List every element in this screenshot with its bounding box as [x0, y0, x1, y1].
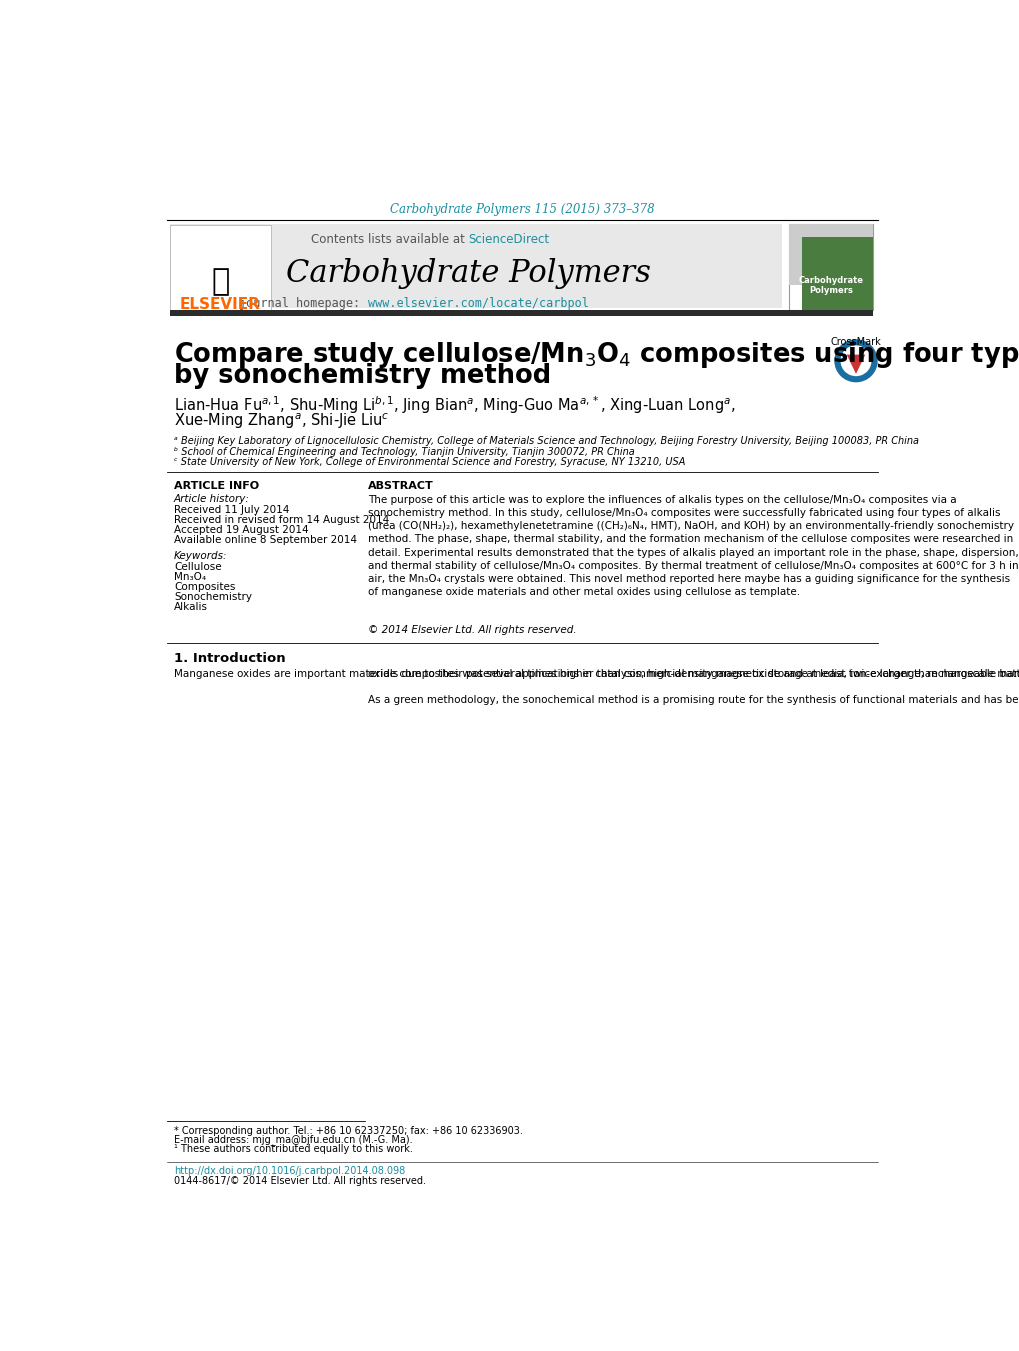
Text: Contents lists available at: Contents lists available at: [311, 232, 468, 246]
Text: ᵇ School of Chemical Engineering and Technology, Tianjin University, Tianjin 300: ᵇ School of Chemical Engineering and Tec…: [174, 447, 634, 457]
Text: ᶜ State University of New York, College of Environmental Science and Forestry, S: ᶜ State University of New York, College …: [174, 458, 685, 467]
Text: Xue-Ming Zhang$^a$, Shi-Jie Liu$^c$: Xue-Ming Zhang$^a$, Shi-Jie Liu$^c$: [174, 412, 389, 431]
Circle shape: [840, 346, 870, 376]
Text: Mn₃O₄: Mn₃O₄: [174, 573, 206, 582]
Text: * Corresponding author. Tel.: +86 10 62337250; fax: +86 10 62336903.: * Corresponding author. Tel.: +86 10 623…: [174, 1125, 523, 1136]
Text: 🌳: 🌳: [211, 267, 229, 296]
Text: ABSTRACT: ABSTRACT: [368, 481, 433, 490]
FancyBboxPatch shape: [170, 224, 782, 308]
Text: ELSEVIER: ELSEVIER: [180, 297, 261, 312]
Text: www.elsevier.com/locate/carbpol: www.elsevier.com/locate/carbpol: [368, 296, 588, 309]
Text: E-mail address: mjg_ma@bjfu.edu.cn (M.-G. Ma).: E-mail address: mjg_ma@bjfu.edu.cn (M.-G…: [174, 1135, 413, 1146]
Text: 1. Introduction: 1. Introduction: [174, 653, 285, 665]
Text: CrossMark: CrossMark: [829, 336, 880, 346]
Text: ᵃ Beijing Key Laboratory of Lignocellulosic Chemistry, College of Materials Scie: ᵃ Beijing Key Laboratory of Lignocellulo…: [174, 436, 918, 446]
Text: ARTICLE INFO: ARTICLE INFO: [174, 481, 259, 490]
Polygon shape: [846, 354, 864, 374]
Bar: [789, 224, 872, 309]
Text: http://dx.doi.org/10.1016/j.carbpol.2014.08.098: http://dx.doi.org/10.1016/j.carbpol.2014…: [174, 1166, 405, 1175]
Text: by sonochemistry method: by sonochemistry method: [174, 363, 550, 389]
Bar: [170, 226, 271, 309]
Text: Carbohydrate
Polymers: Carbohydrate Polymers: [798, 276, 863, 295]
Text: Keywords:: Keywords:: [174, 551, 227, 562]
Text: The purpose of this article was to explore the influences of alkalis types on th: The purpose of this article was to explo…: [368, 494, 1018, 597]
Bar: [170, 309, 872, 316]
Text: journal homepage:: journal homepage:: [239, 296, 368, 309]
Text: Lian-Hua Fu$^{a,1}$, Shu-Ming Li$^{b,1}$, Jing Bian$^a$, Ming-Guo Ma$^{a,*}$, Xi: Lian-Hua Fu$^{a,1}$, Shu-Ming Li$^{b,1}$…: [174, 394, 735, 416]
Text: Cellulose: Cellulose: [174, 562, 221, 571]
Text: Alkalis: Alkalis: [174, 603, 208, 612]
Text: © 2014 Elsevier Ltd. All rights reserved.: © 2014 Elsevier Ltd. All rights reserved…: [368, 626, 576, 635]
Text: Manganese oxides are important materials due to their potential applications in : Manganese oxides are important materials…: [174, 669, 1019, 678]
Text: Article history:: Article history:: [174, 494, 250, 504]
Text: Carbohydrate Polymers: Carbohydrate Polymers: [285, 258, 650, 289]
Text: Carbohydrate Polymers 115 (2015) 373–378: Carbohydrate Polymers 115 (2015) 373–378: [390, 204, 654, 216]
Text: Accepted 19 August 2014: Accepted 19 August 2014: [174, 526, 309, 535]
Text: 0144-8617/© 2014 Elsevier Ltd. All rights reserved.: 0144-8617/© 2014 Elsevier Ltd. All right…: [174, 1175, 426, 1186]
Text: Available online 8 September 2014: Available online 8 September 2014: [174, 535, 357, 546]
Text: Compare study cellulose/Mn$_3$O$_4$ composites using four types of alkalis: Compare study cellulose/Mn$_3$O$_4$ comp…: [174, 339, 1019, 370]
Bar: [801, 236, 872, 309]
Text: Sonochemistry: Sonochemistry: [174, 592, 252, 603]
Text: Received in revised form 14 August 2014: Received in revised form 14 August 2014: [174, 515, 389, 526]
Bar: [789, 224, 872, 285]
Text: Composites: Composites: [174, 582, 235, 592]
Text: ScienceDirect: ScienceDirect: [468, 232, 549, 246]
Text: ¹ These authors contributed equally to this work.: ¹ These authors contributed equally to t…: [174, 1144, 413, 1154]
Text: oxide composites was several times higher than commercial manganese oxide and at: oxide composites was several times highe…: [368, 669, 1019, 705]
Circle shape: [834, 339, 876, 382]
Text: Received 11 July 2014: Received 11 July 2014: [174, 505, 289, 515]
